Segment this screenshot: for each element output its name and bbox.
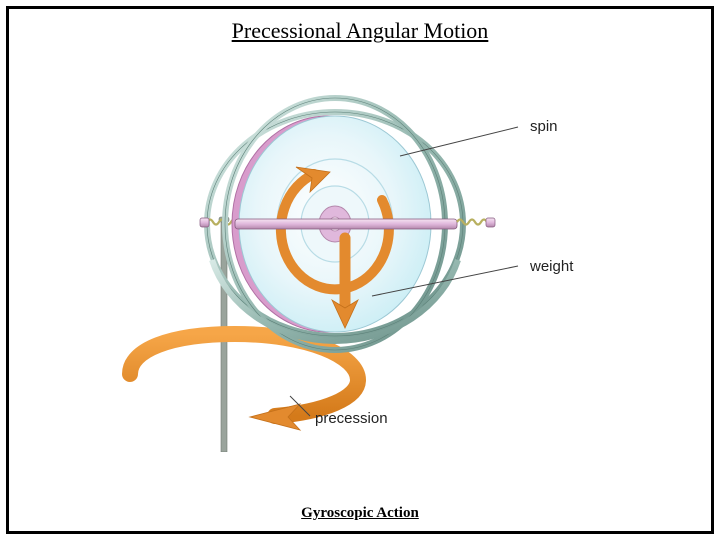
label-precession: precession — [315, 410, 388, 427]
slide-title: Precessional Angular Motion — [0, 18, 720, 44]
spin-axle — [235, 218, 495, 229]
left-axle-spring — [200, 218, 237, 227]
slide-subtitle: Gyroscopic Action — [0, 505, 720, 522]
gyroscope-diagram: spin weight precession — [100, 72, 620, 452]
label-spin: spin — [530, 118, 558, 135]
label-weight: weight — [530, 258, 573, 275]
